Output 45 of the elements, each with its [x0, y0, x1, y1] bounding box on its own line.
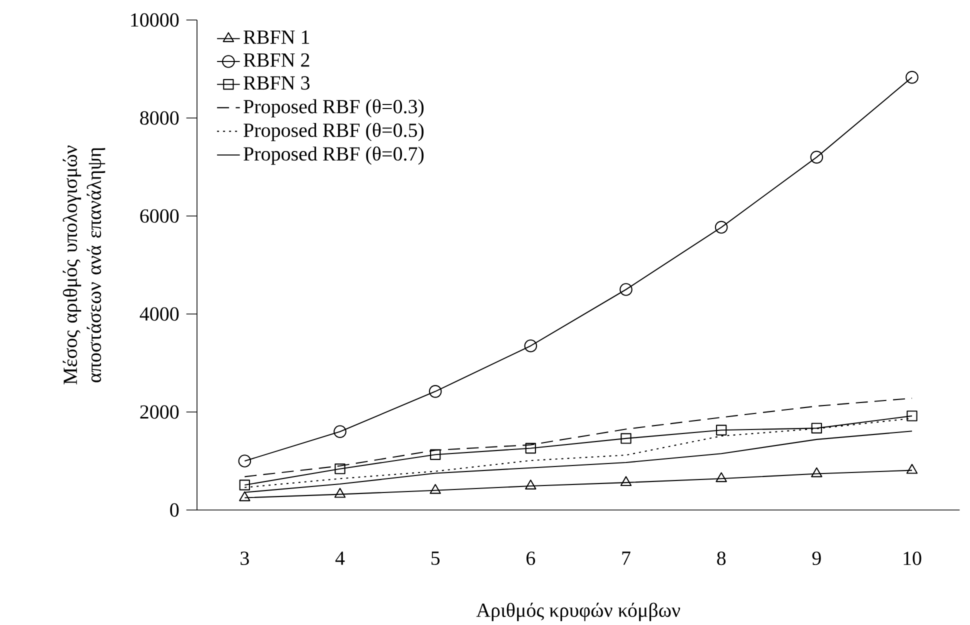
x-tick-label: 8	[717, 552, 726, 566]
x-tick-label: 6	[526, 552, 536, 566]
x-tick-label: 3	[240, 552, 249, 566]
legend-label: RBFN 3	[244, 76, 310, 90]
legend-label: Proposed RBF (θ=0.5)	[244, 122, 424, 142]
point	[620, 283, 632, 296]
point	[525, 442, 536, 454]
x-tick-label: 4	[335, 552, 345, 565]
x-tick-label: 7	[622, 552, 630, 565]
point	[525, 480, 536, 490]
legend-label: Proposed RBF (θ=0.7)	[244, 146, 424, 165]
point	[334, 488, 346, 498]
point	[334, 425, 346, 438]
point	[716, 424, 727, 436]
x-tick-label: 10	[904, 552, 922, 566]
y-tick-label: 10000	[131, 13, 179, 27]
point	[524, 339, 538, 352]
x-axis-title: Αριθμός κρυφών κόμβων	[476, 602, 680, 622]
point	[430, 449, 441, 460]
legend-label: RBFN 1	[244, 30, 310, 44]
y-tick-label: 0	[170, 503, 179, 517]
point	[716, 472, 727, 482]
y-axis-title: Μέσος αριθμός υπολογισμών αποστάσεων ανά επανάληψη	[62, 146, 106, 384]
point	[239, 480, 250, 490]
point	[810, 150, 824, 164]
point	[714, 220, 728, 234]
point	[620, 476, 632, 486]
y-tick-label: 8000	[140, 111, 179, 125]
point	[238, 454, 252, 468]
point	[906, 410, 918, 422]
point	[811, 467, 822, 478]
point	[620, 433, 632, 444]
legend-label: RBFN 2	[244, 53, 310, 67]
point	[334, 464, 346, 474]
point	[906, 464, 918, 474]
x-tick-label: 5	[432, 552, 440, 565]
point	[428, 385, 442, 398]
y-tick-label: 4000	[140, 307, 179, 321]
point	[430, 484, 441, 494]
y-tick-label: 6000	[140, 209, 179, 223]
point	[906, 70, 918, 84]
x-tick-label: 9	[812, 552, 821, 566]
legend-label: Proposed RBF (θ=0.3)	[244, 99, 424, 118]
y-tick-label: 2000	[140, 405, 179, 419]
point	[811, 422, 822, 434]
